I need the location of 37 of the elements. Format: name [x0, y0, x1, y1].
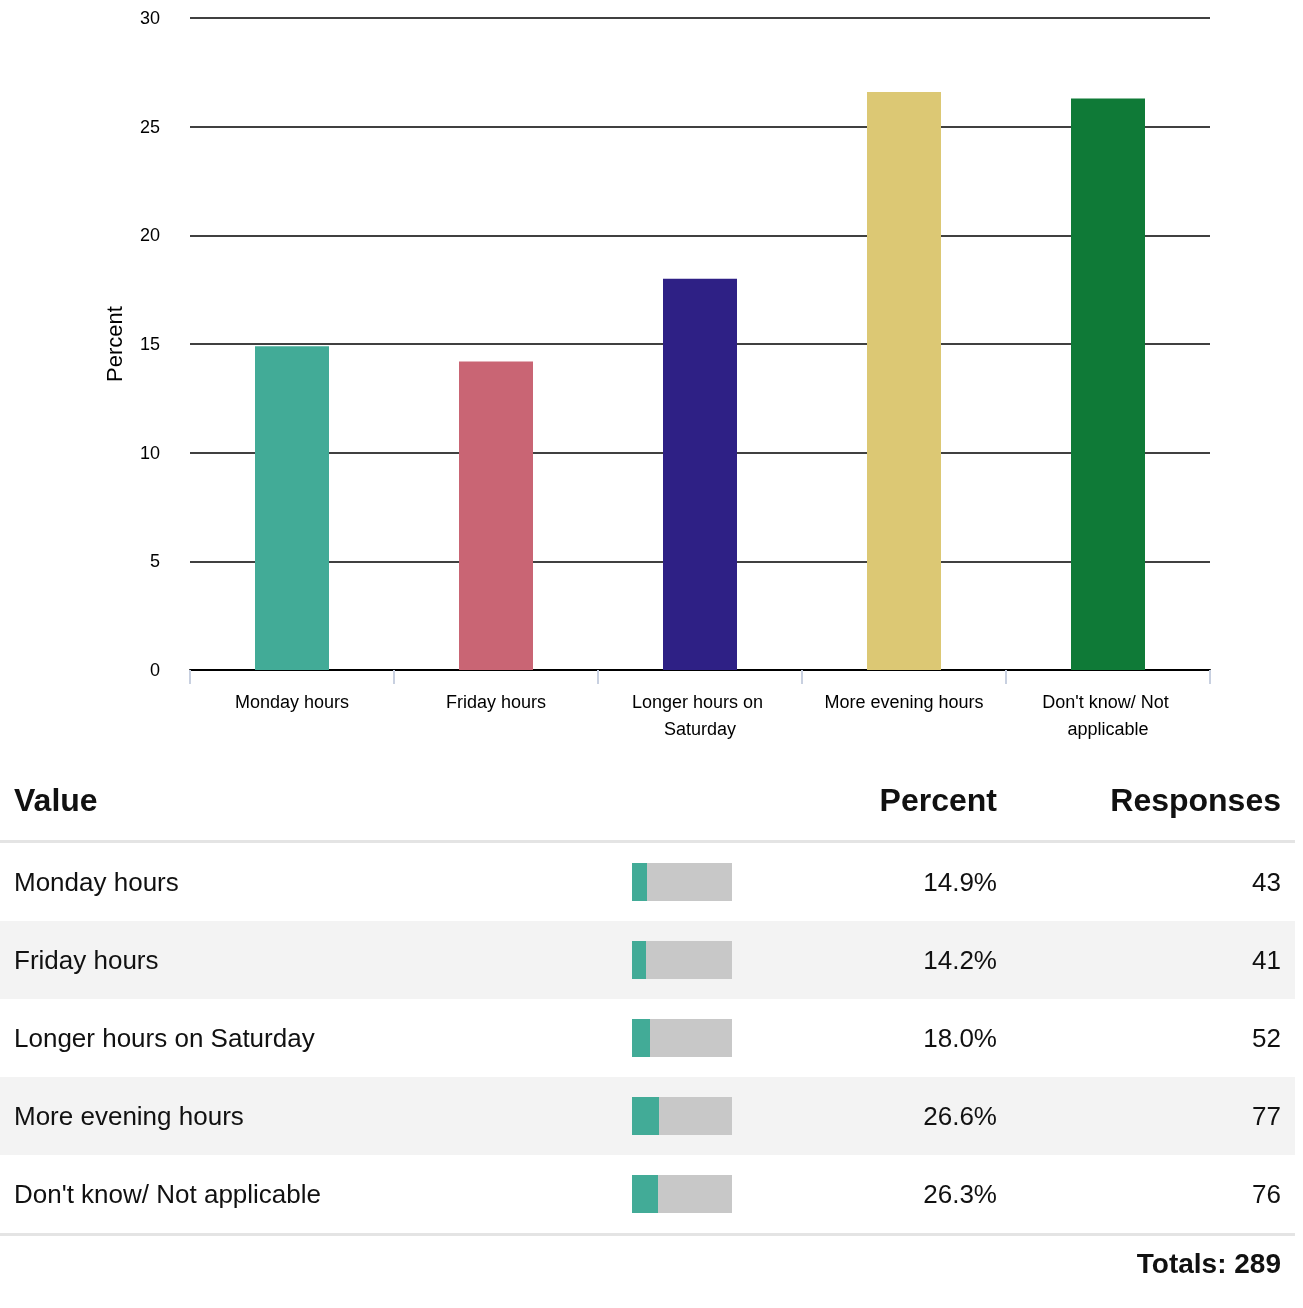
text: 18.0% [923, 1022, 997, 1053]
data-label: 52 [1251, 1022, 1282, 1054]
category-label: Longer hours on Saturday [13, 1022, 316, 1054]
text: Totals: 289 [0, 1233, 1295, 1292]
x-tick-label: Longer hours on Saturday [631, 691, 769, 739]
x-tick-label: Friday hours [445, 691, 547, 712]
bar [1071, 98, 1145, 670]
category-label: More evening hours [13, 1100, 245, 1132]
x-tick-label: Don't know/ Not applicable [1042, 691, 1174, 739]
x-tick-label: Monday hours [234, 691, 350, 712]
category-label: Friday hours [13, 944, 160, 976]
y-tick-label: 0 [149, 660, 160, 680]
text: 14.9% [923, 866, 997, 897]
y-tick-label: 30 [139, 8, 160, 28]
y-tick-label: 10 [139, 442, 160, 463]
category-label: Don't know/ Not applicable [13, 1178, 323, 1210]
y-tick-label: 15 [139, 334, 160, 354]
bar [459, 361, 533, 670]
category-label: Monday hours [13, 866, 180, 898]
y-tick-label: 25 [139, 116, 160, 137]
data-label: 43 [1251, 866, 1282, 898]
data-label: 77 [1251, 1100, 1282, 1132]
data-label: 76 [1251, 1178, 1282, 1210]
text: 26.3% [923, 1178, 997, 1209]
x-tick-label: More evening hours [824, 691, 984, 712]
bar [255, 346, 329, 670]
text: Value [13, 781, 99, 819]
y-tick-label: 20 [139, 225, 160, 246]
text: Percent [878, 781, 998, 819]
text: 26.6% [923, 1100, 997, 1131]
bar [663, 278, 737, 670]
y-tick-label: 5 [149, 551, 160, 572]
bar [867, 91, 941, 670]
text: 14.2% [923, 944, 997, 975]
text: Responses [1109, 781, 1282, 819]
y-axis-title: Percent [101, 306, 127, 382]
data-label: 41 [1251, 944, 1282, 976]
